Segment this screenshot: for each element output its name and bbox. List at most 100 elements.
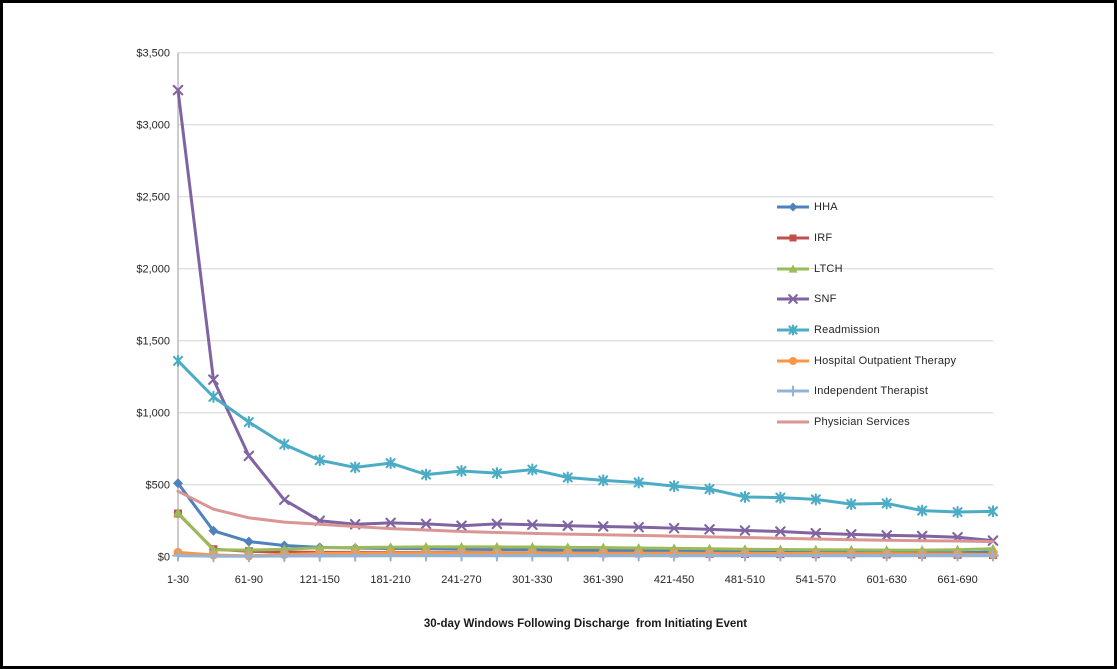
series-readmission [172, 354, 999, 519]
chart-title: 30-day Windows Following Discharge from … [423, 618, 748, 630]
legend-item-readmission: Readmission [776, 315, 956, 346]
series-independent-therapist-markers [171, 549, 1000, 563]
x-tick-label: 121-150 [300, 574, 340, 586]
legend-swatch-snf-icon [777, 294, 809, 305]
data-point-marker [172, 84, 184, 96]
series-physician-services [176, 489, 995, 544]
data-point-marker [810, 527, 822, 539]
x-tick-label: 421-450 [654, 574, 694, 586]
data-point-marker [668, 522, 680, 534]
x-tick-label: 301-330 [512, 574, 552, 586]
data-point-marker [385, 542, 396, 552]
data-point-marker [243, 450, 255, 462]
legend-label: Readmission [814, 324, 880, 337]
y-tick-label: $3,000 [136, 120, 170, 132]
data-point-marker [172, 355, 184, 366]
data-point-marker [314, 542, 325, 552]
legend-label: SNF [814, 293, 837, 306]
data-point-marker [491, 541, 502, 551]
data-point-marker [669, 481, 680, 492]
series-independent-therapist-line [176, 554, 995, 558]
data-point-marker [279, 439, 290, 450]
legend-swatch-hospital-outpatient-therapy-icon [777, 356, 809, 365]
legend-item-hha: HHA [776, 192, 956, 223]
data-point-marker [562, 542, 573, 552]
data-point-marker [420, 469, 432, 480]
data-point-marker [633, 477, 644, 488]
legend-item-independent-therapist: Independent Therapist [776, 376, 956, 407]
y-tick-label: $3,500 [136, 48, 170, 60]
data-point-marker [421, 541, 432, 551]
series-hha-line [176, 481, 995, 555]
x-axis-labels: 1-30 61-90 121-150 181-210 241-270 301-330 361… [167, 574, 978, 586]
data-point-marker [810, 494, 821, 505]
legend-label: LTCH [814, 262, 843, 275]
data-point-marker [916, 530, 928, 542]
data-point-marker [491, 518, 503, 530]
data-point-marker [314, 455, 325, 466]
data-point-marker [243, 545, 254, 555]
data-point-marker [385, 458, 396, 469]
y-tick-label: $2,500 [136, 192, 170, 204]
legend-swatch-independent-therapist-icon [777, 385, 809, 398]
data-point-marker [597, 521, 609, 532]
data-point-marker [385, 517, 396, 529]
data-point-marker [456, 465, 467, 477]
legend-swatch-hha-icon [777, 202, 809, 212]
data-point-marker [739, 525, 751, 536]
data-point-marker [881, 498, 892, 509]
y-tick-label: $2,000 [136, 264, 170, 276]
data-point-marker [350, 462, 361, 473]
data-point-marker [598, 475, 609, 486]
data-point-marker [598, 542, 609, 552]
x-tick-label: 1-30 [167, 574, 189, 586]
data-point-marker [420, 518, 432, 530]
data-point-marker [243, 417, 254, 428]
data-point-marker [845, 529, 857, 540]
x-tick-label: 181-210 [370, 574, 410, 586]
data-point-marker [881, 530, 892, 541]
data-point-marker [208, 391, 219, 402]
legend-swatch-ltch-icon [777, 264, 809, 273]
data-point-marker [527, 519, 538, 531]
data-point-marker [788, 264, 798, 273]
data-point-marker [789, 356, 797, 365]
data-point-marker [988, 543, 998, 553]
legend-item-physician-services: Physician Services [776, 407, 956, 438]
series-snf-markers [172, 84, 999, 546]
legend-swatch-readmission-icon [777, 324, 809, 336]
series-snf [172, 84, 999, 546]
data-point-marker [775, 492, 786, 503]
legend-label: Physician Services [814, 416, 910, 429]
data-point-marker [846, 499, 857, 510]
x-tick-label: 361-390 [583, 574, 623, 586]
series-readmission-line [176, 359, 995, 514]
data-point-marker [527, 542, 538, 552]
data-point-marker [208, 374, 219, 385]
series-physician-services-line [176, 489, 995, 544]
x-tick-label: 241-270 [441, 574, 481, 586]
data-point-marker [788, 202, 798, 212]
legend-label: HHA [814, 201, 838, 214]
data-point-marker [704, 524, 715, 535]
data-point-marker [562, 520, 574, 532]
series-snf-line [176, 88, 995, 543]
data-point-marker [562, 472, 573, 483]
legend-label: Independent Therapist [814, 385, 929, 398]
x-tick-label: 541-570 [796, 574, 836, 586]
data-point-marker [173, 507, 183, 517]
data-point-marker [917, 505, 928, 516]
series-hha [173, 478, 998, 558]
data-point-marker [491, 468, 502, 479]
x-tick-label: 661-690 [937, 574, 977, 586]
legend-label: Hospital Outpatient Therapy [814, 354, 957, 367]
legend-swatch-irf-icon [777, 234, 809, 242]
data-point-marker [456, 541, 467, 551]
data-point-marker [788, 325, 798, 335]
data-point-marker [173, 478, 183, 489]
data-point-marker [987, 506, 999, 517]
data-point-marker [775, 526, 786, 537]
data-point-marker [739, 491, 751, 502]
